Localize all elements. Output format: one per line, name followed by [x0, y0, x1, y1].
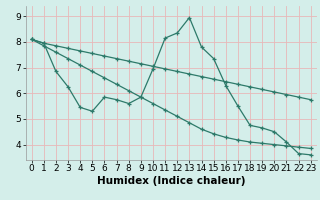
- X-axis label: Humidex (Indice chaleur): Humidex (Indice chaleur): [97, 176, 245, 186]
